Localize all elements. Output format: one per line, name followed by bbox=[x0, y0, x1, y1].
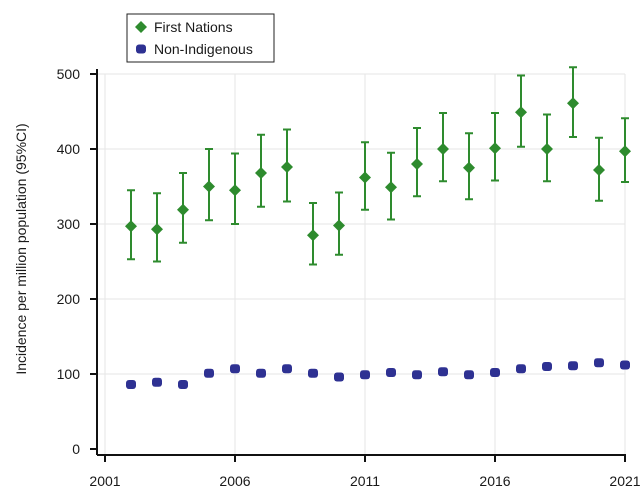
legend-box bbox=[126, 13, 275, 63]
data-point bbox=[333, 219, 345, 232]
axes bbox=[90, 69, 626, 462]
data-point bbox=[463, 161, 475, 174]
plot-area bbox=[125, 66, 631, 389]
legend-label: Non-Indigenous bbox=[154, 41, 253, 57]
x-tick-label: 2021 bbox=[609, 473, 640, 489]
y-tick-labels: 0 100 200 300 400 500 bbox=[57, 66, 81, 457]
data-point bbox=[516, 364, 526, 374]
data-point bbox=[385, 181, 397, 194]
data-point bbox=[125, 220, 137, 233]
data-point bbox=[489, 142, 501, 155]
data-point bbox=[568, 361, 578, 371]
data-point bbox=[541, 143, 553, 155]
data-point bbox=[620, 360, 630, 370]
data-point bbox=[412, 370, 422, 380]
data-point bbox=[542, 362, 552, 371]
data-point bbox=[386, 368, 396, 377]
data-point bbox=[178, 380, 188, 389]
y-tick-label: 500 bbox=[57, 66, 81, 82]
legend-marker bbox=[135, 21, 147, 33]
data-point bbox=[229, 184, 241, 197]
data-point bbox=[204, 368, 214, 378]
y-tick-label: 300 bbox=[57, 216, 81, 232]
data-point bbox=[152, 377, 162, 387]
x-tick-label: 2006 bbox=[219, 473, 250, 489]
x-tick-label: 2001 bbox=[89, 473, 120, 489]
data-point bbox=[464, 370, 474, 380]
series-non-indigenous bbox=[126, 358, 630, 389]
data-point bbox=[203, 180, 215, 193]
data-point bbox=[151, 223, 163, 236]
data-point bbox=[282, 364, 292, 374]
data-point bbox=[490, 368, 500, 377]
data-point bbox=[126, 380, 136, 389]
data-point bbox=[230, 364, 240, 374]
data-point bbox=[177, 203, 189, 216]
y-tick-label: 0 bbox=[72, 441, 80, 457]
x-tick-label: 2016 bbox=[479, 473, 510, 489]
legend-label: First Nations bbox=[154, 19, 233, 35]
data-point bbox=[594, 358, 604, 368]
series-first-nations bbox=[125, 66, 631, 266]
data-point bbox=[619, 145, 631, 158]
legend-marker bbox=[136, 44, 146, 54]
data-point bbox=[438, 367, 448, 377]
data-point bbox=[256, 368, 266, 378]
y-tick-label: 400 bbox=[57, 141, 81, 157]
data-point bbox=[437, 143, 449, 155]
data-point bbox=[359, 171, 371, 184]
data-point bbox=[255, 167, 267, 179]
data-point bbox=[307, 229, 319, 242]
data-point bbox=[281, 161, 293, 173]
legend: First Nations Non-Indigenous bbox=[126, 13, 275, 63]
y-tick-label: 200 bbox=[57, 291, 81, 307]
data-point bbox=[334, 372, 344, 382]
x-tick-label: 2011 bbox=[350, 473, 380, 489]
x-tick-labels: 2001 2006 2011 2016 2021 bbox=[89, 473, 640, 489]
data-point bbox=[411, 158, 423, 170]
data-point bbox=[308, 368, 318, 378]
data-point bbox=[360, 370, 370, 380]
y-tick-label: 100 bbox=[57, 366, 81, 382]
data-point bbox=[515, 106, 527, 119]
y-axis-title: Incidence per million population (95%CI) bbox=[13, 123, 29, 374]
gridlines bbox=[97, 73, 626, 455]
data-point bbox=[593, 164, 605, 176]
data-point bbox=[567, 97, 579, 110]
